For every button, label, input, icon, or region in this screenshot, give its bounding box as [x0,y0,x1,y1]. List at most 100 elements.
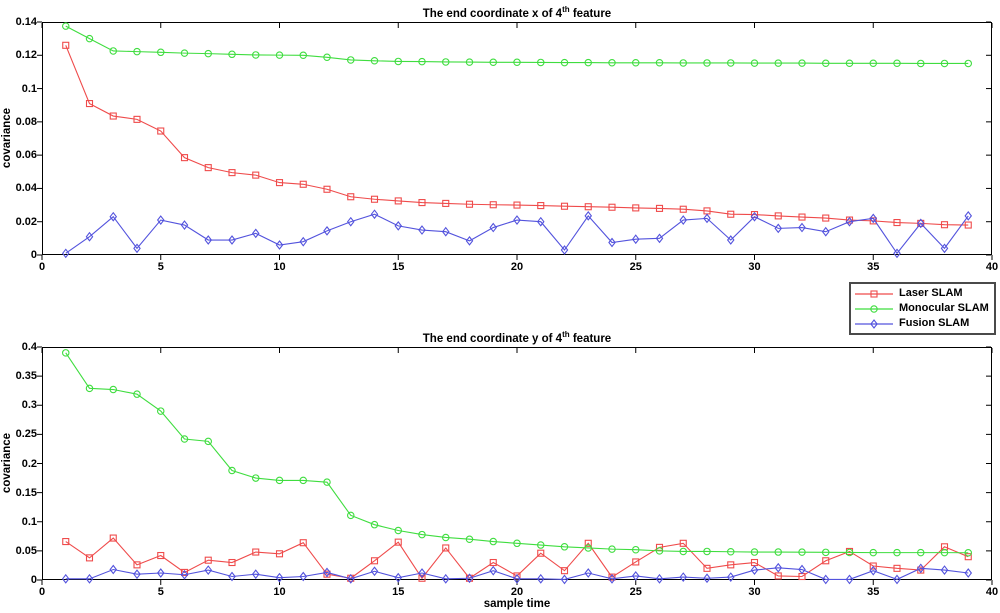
diamond-marker-icon [845,574,854,585]
circle-marker-icon [893,548,901,557]
circle-marker-icon [964,59,972,68]
circle-marker-icon [489,58,497,67]
circle-marker-icon [61,22,70,30]
subplot2-title: The end coordinate y of 4th feature [42,328,992,346]
subplot2-title-post: feature [569,332,612,345]
square-marker-icon [964,553,972,561]
circle-marker-icon [323,53,331,62]
circle-marker-icon [845,59,854,68]
diamond-marker-icon [180,220,189,230]
circle-marker-icon [299,51,307,60]
circle-marker-icon [703,547,711,556]
diamond-marker-icon [774,223,783,234]
square-marker-icon [822,214,830,222]
square-marker-icon [489,558,497,567]
diamond-marker-icon [774,562,783,573]
diamond-marker-icon [370,209,379,220]
circle-marker-icon [940,548,949,557]
square-marker-icon [655,204,664,212]
diamond-marker-icon [489,565,498,576]
diamond-marker-icon [916,563,925,574]
legend-sample-monocular-icon [855,304,893,313]
x-tick-label: 15 [392,261,405,273]
circle-marker-icon [180,49,189,57]
subplot1-title-sup: th [562,5,570,14]
diamond-marker-icon [299,571,308,582]
circle-marker-icon [228,50,236,59]
square-marker-icon [513,201,521,209]
diamond-marker-icon [228,571,236,582]
diamond-marker-icon [346,216,355,227]
subplot1-title: The end coordinate x of 4th feature [42,3,992,21]
diamond-marker-icon [251,569,260,580]
circle-marker-icon [370,520,379,529]
diamond-marker-icon [133,569,141,580]
square-marker-icon [774,572,782,580]
circle-marker-icon [821,59,830,68]
diamond-marker-icon [940,243,949,254]
circle-marker-icon [655,59,664,67]
circle-marker-icon [703,59,711,67]
circle-marker-icon [536,58,545,67]
diamond-marker-icon [798,564,806,575]
x-tick-label: 35 [867,586,880,598]
y-tick-label: 0.05 [15,544,37,557]
square-marker-icon [537,202,545,210]
diamond-marker-icon [916,218,925,229]
square-marker-icon [560,202,569,210]
subplot2-title-sup: th [562,330,570,339]
square-marker-icon [204,164,212,172]
diamond-marker-icon [560,245,569,255]
circle-marker-icon [85,384,94,393]
y-tick-label: 0.25 [15,428,37,441]
diamond-marker-icon [323,567,331,578]
square-marker-icon [157,127,165,135]
plot-border [42,347,992,580]
x-tick-label: 10 [273,586,286,598]
subplot1-plot-area [37,21,993,260]
circle-marker-icon [774,548,782,556]
circle-marker-icon [441,533,450,542]
series-line-fusion-slam [65,567,969,581]
circle-marker-icon [679,547,687,556]
diamond-marker-icon [536,573,545,584]
circle-marker-icon [252,474,260,482]
square-marker-icon [275,179,284,187]
diamond-marker-icon [703,573,711,584]
y-tick-label: 0 [30,574,37,586]
circle-marker-icon [750,548,759,556]
diamond-marker-icon [750,565,759,575]
square-marker-icon [964,221,972,229]
circle-marker-icon [870,304,878,313]
circle-marker-icon [370,57,379,65]
circle-marker-icon [109,47,118,55]
y-tick-label: 0.15 [15,486,37,499]
square-marker-icon [394,197,402,205]
plot-border [42,22,992,255]
circle-marker-icon [964,548,972,557]
series-line-monocular-slam [65,352,969,554]
circle-marker-icon [133,390,141,398]
y-tick-label: 0.1 [21,82,37,95]
square-marker-icon [370,557,379,565]
diamond-marker-icon [61,248,70,259]
circle-marker-icon [275,51,284,59]
circle-marker-icon [798,59,806,67]
legend-label: Fusion SLAM [899,317,970,329]
x-tick-label: 10 [273,261,286,273]
diamond-marker-icon [655,573,664,584]
subplot2-title-pre: The end coordinate y of 4 [422,332,563,345]
x-tick-label: 25 [629,586,642,598]
circle-marker-icon [631,59,640,67]
x-tick-label: 40 [985,586,999,598]
circle-marker-icon [560,58,569,67]
square-marker-icon [157,551,165,560]
circle-marker-icon [655,547,664,555]
x-axis-label: sample time [483,598,551,610]
diamond-marker-icon [441,226,450,237]
circle-marker-icon [61,349,70,357]
diamond-marker-icon [821,226,830,237]
x-tick-label: 35 [867,261,880,273]
circle-marker-icon [940,59,949,68]
diamond-marker-icon [513,573,521,584]
